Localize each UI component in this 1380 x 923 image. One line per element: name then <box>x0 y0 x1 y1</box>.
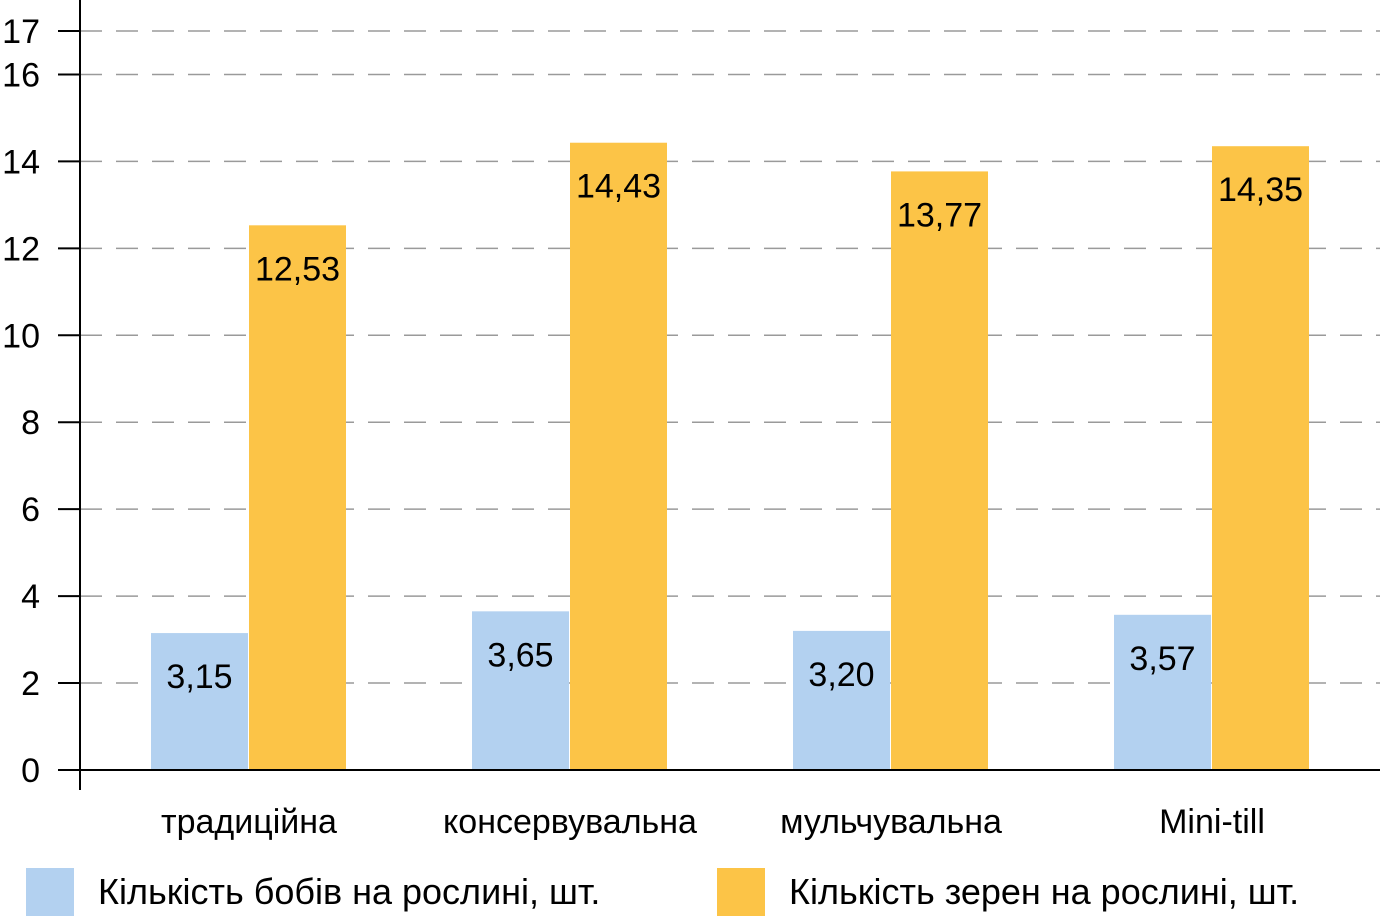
legend-item-grains: Кількість зерен на рослині, шт. <box>717 868 1299 916</box>
bar-pods <box>472 611 569 770</box>
legend-label-pods: Кількість бобів на рослині, шт. <box>98 871 601 912</box>
y-tick-label: 2 <box>21 665 40 703</box>
bar-grains <box>891 171 988 770</box>
legend-swatch-grains <box>717 868 765 916</box>
bar-pods <box>151 633 248 770</box>
y-tick-label: 16 <box>2 56 40 94</box>
data-label-grains: 12,53 <box>255 250 340 288</box>
y-tick-label: 10 <box>2 317 40 355</box>
legend: Кількість бобів на рослині, шт. Кількіст… <box>0 868 1380 923</box>
y-tick-label: 4 <box>21 578 40 616</box>
bar-pods <box>1114 614 1211 770</box>
y-tick-label: 17 <box>2 13 40 51</box>
data-label-pods: 3,65 <box>487 636 553 674</box>
bars <box>151 142 1309 771</box>
axes <box>58 0 1380 790</box>
x-category-label: Mini-till <box>1159 803 1265 841</box>
legend-swatch-pods <box>26 868 74 916</box>
y-axis-ticks: 0 2 4 6 8 10 12 14 16 17 <box>2 13 80 790</box>
data-label-pods: 3,20 <box>808 656 874 694</box>
y-tick-label: 12 <box>2 230 40 268</box>
bar-grains <box>249 225 346 770</box>
y-tick-label: 0 <box>21 752 40 790</box>
legend-item-pods: Кількість бобів на рослині, шт. <box>26 868 600 916</box>
x-category-label: традиційна <box>161 803 337 841</box>
data-label-grains: 14,35 <box>1218 171 1303 209</box>
y-tick-label: 6 <box>21 491 40 529</box>
x-axis-categories: традиційна консервувальна мульчувальна Mini… <box>161 803 1265 841</box>
data-label-pods: 3,57 <box>1129 640 1195 678</box>
bar-grains <box>570 142 667 770</box>
data-label-pods: 3,15 <box>166 658 232 696</box>
bar-grains <box>1212 146 1309 771</box>
bar-pods <box>793 630 890 770</box>
y-tick-label: 14 <box>2 143 40 181</box>
x-category-label: мульчувальна <box>780 803 1002 841</box>
legend-label-grains: Кількість зерен на рослині, шт. <box>789 871 1300 912</box>
bar-chart: 0 2 4 6 8 10 12 14 16 17 3,15 12,53 3,65 14,43 3,20 13… <box>2 0 1380 841</box>
data-label-grains: 13,77 <box>897 196 982 234</box>
x-category-label: консервувальна <box>443 803 697 841</box>
data-labels: 3,15 12,53 3,65 14,43 3,20 13,77 3,57 14,35 <box>166 168 1303 696</box>
y-tick-label: 8 <box>21 404 40 442</box>
data-label-grains: 14,43 <box>576 168 661 206</box>
